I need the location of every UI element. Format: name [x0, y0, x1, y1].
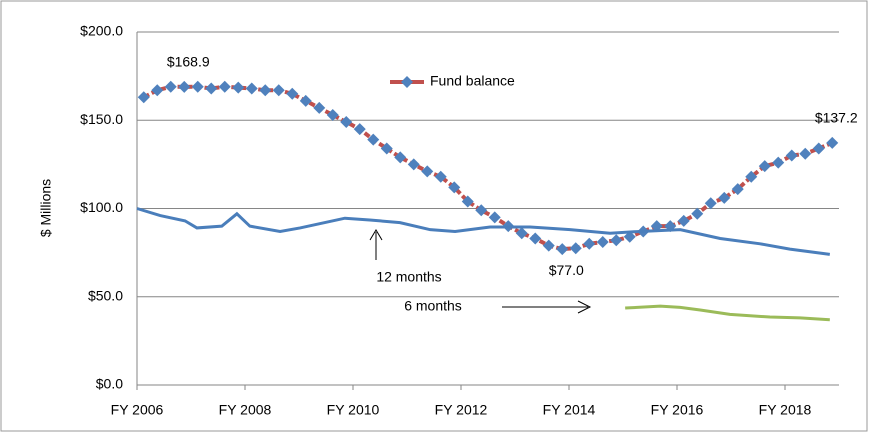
marker — [286, 87, 299, 100]
marker — [596, 236, 609, 249]
legend-label: Fund balance — [430, 73, 515, 89]
marker — [353, 123, 366, 136]
marker — [704, 197, 717, 210]
marker — [394, 151, 407, 164]
x-tick-label: FY 2006 — [111, 402, 164, 418]
marker — [380, 142, 393, 155]
x-tick-label: FY 2018 — [759, 402, 812, 418]
marker — [583, 237, 596, 250]
legend-marker — [401, 76, 413, 88]
series-line — [142, 84, 834, 252]
marker — [488, 211, 501, 224]
marker — [137, 91, 150, 104]
line-label: 6 months — [404, 298, 462, 314]
marker — [367, 133, 380, 146]
marker — [826, 136, 839, 149]
marker — [745, 170, 758, 183]
marker — [812, 142, 825, 155]
marker — [758, 160, 771, 173]
data-label: $77.0 — [549, 262, 584, 278]
marker — [461, 195, 474, 208]
marker — [610, 234, 623, 247]
marker — [232, 81, 245, 94]
marker — [515, 227, 528, 240]
marker — [299, 94, 312, 107]
marker — [272, 84, 285, 97]
marker — [623, 230, 636, 243]
x-tick-label: FY 2008 — [219, 402, 272, 418]
x-tick-label: FY 2010 — [327, 402, 380, 418]
y-axis-label: $ Millions — [38, 179, 54, 237]
series-line — [625, 304, 830, 322]
marker — [448, 181, 461, 194]
marker — [569, 242, 582, 255]
marker — [529, 232, 542, 245]
y-tick-label: $100.0 — [80, 199, 123, 215]
marker — [259, 84, 272, 97]
marker — [313, 101, 326, 114]
marker — [799, 147, 812, 160]
marker — [421, 165, 434, 178]
y-tick-label: $150.0 — [80, 111, 123, 127]
marker — [475, 204, 488, 217]
data-label: $168.9 — [167, 54, 210, 70]
y-tick-label: $50.0 — [88, 287, 123, 303]
arrow-head — [369, 229, 383, 241]
marker — [731, 183, 744, 196]
marker — [407, 158, 420, 171]
marker — [677, 214, 690, 227]
line-label: 12 months — [376, 269, 441, 285]
marker — [772, 156, 785, 169]
marker — [326, 108, 339, 121]
series-line — [136, 207, 831, 256]
marker — [205, 82, 218, 95]
marker — [178, 80, 191, 93]
marker — [340, 116, 353, 129]
data-label: $137.2 — [815, 110, 858, 126]
marker — [434, 170, 447, 183]
marker — [218, 80, 231, 93]
marker — [245, 82, 258, 95]
y-tick-label: $200.0 — [80, 23, 123, 39]
arrow-head — [577, 300, 592, 314]
marker — [785, 149, 798, 162]
marker — [542, 239, 555, 252]
marker — [556, 243, 569, 256]
marker — [151, 84, 164, 97]
marker — [164, 80, 177, 93]
x-tick-label: FY 2012 — [435, 402, 488, 418]
marker — [718, 191, 731, 204]
x-tick-label: FY 2014 — [543, 402, 596, 418]
y-tick-label: $0.0 — [96, 376, 123, 392]
marker — [691, 207, 704, 220]
marker — [191, 80, 204, 93]
x-tick-label: FY 2016 — [651, 402, 704, 418]
